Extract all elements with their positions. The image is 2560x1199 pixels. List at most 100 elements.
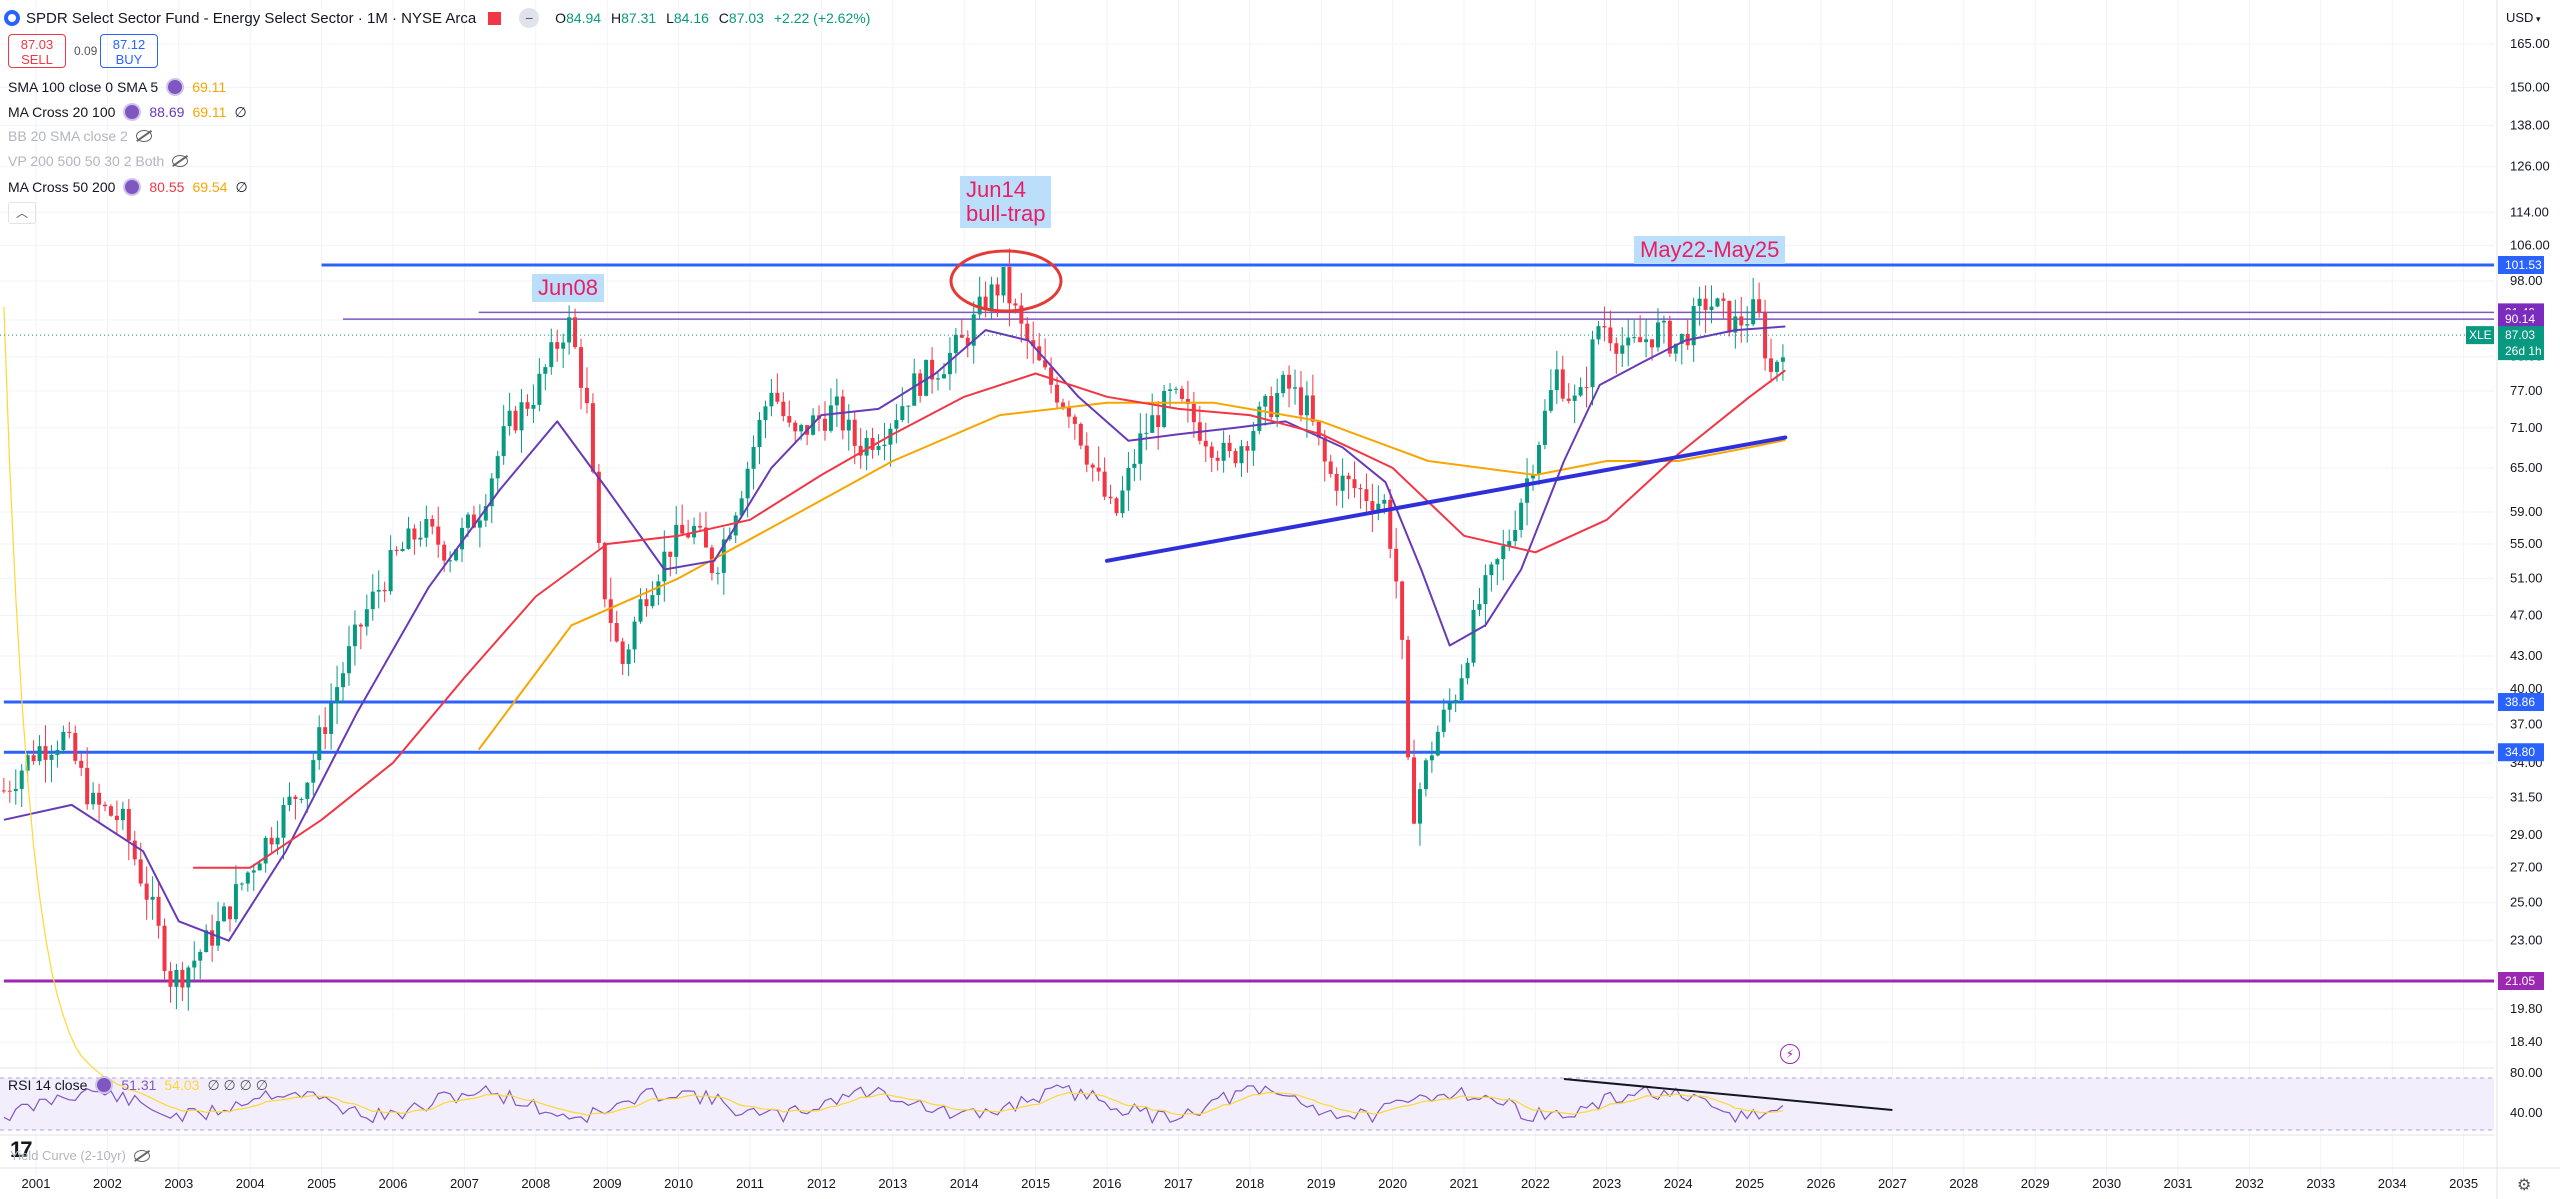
- eye-off-icon[interactable]: [135, 130, 152, 142]
- indicator-settings-icon[interactable]: [166, 78, 185, 96]
- candle-body: [186, 967, 191, 988]
- candle-body: [1733, 316, 1738, 333]
- candle-body: [1453, 700, 1458, 704]
- candlesticks: [1, 248, 1785, 1011]
- indicator-row[interactable]: VP 200 500 50 30 2 Both: [8, 153, 189, 169]
- lightning-icon[interactable]: ⚡: [1780, 1044, 1800, 1064]
- candle-body: [787, 416, 792, 423]
- indicator-value: 69.11: [192, 104, 227, 120]
- candle-body: [1614, 343, 1619, 354]
- candle-body: [150, 896, 155, 900]
- candle-body: [454, 549, 459, 561]
- candle-body: [715, 572, 720, 574]
- indicator-row[interactable]: BB 20 SMA close 2: [8, 128, 152, 144]
- collapse-legend-button[interactable]: ︿: [8, 202, 36, 224]
- candle-body: [799, 425, 804, 432]
- ma-line-ma-50[interactable]: [193, 369, 1786, 869]
- ohlc-values: O84.94 H87.31 L84.16 C87.03 +2.22 (+2.62…: [555, 10, 871, 26]
- price-tick: 29.00: [2510, 827, 2543, 842]
- gear-icon[interactable]: ⚙: [2517, 1177, 2532, 1194]
- candle-body: [924, 359, 929, 396]
- time-tick: 2013: [878, 1176, 907, 1191]
- candle-body: [918, 373, 923, 396]
- rsi-divergence-line[interactable]: [1563, 1078, 1893, 1111]
- ma-line-ma-20[interactable]: [3, 325, 1786, 942]
- tradingview-logo-icon[interactable]: 17: [10, 1137, 33, 1162]
- candle-body: [335, 687, 340, 704]
- minus-icon[interactable]: −: [519, 8, 540, 28]
- trend-line[interactable]: [1105, 435, 1788, 563]
- candle-body: [1638, 337, 1643, 343]
- candle-body: [965, 337, 970, 346]
- current-price-badge[interactable]: [2498, 326, 2544, 361]
- candle-body: [1388, 499, 1393, 549]
- candle-body: [1417, 789, 1422, 824]
- candle-body: [1763, 312, 1768, 359]
- price-level-badge[interactable]: [2498, 256, 2544, 274]
- time-tick: 2020: [1378, 1176, 1407, 1191]
- symbol-icon[interactable]: [4, 10, 20, 26]
- annotation-jun08[interactable]: Jun08: [532, 274, 604, 302]
- candle-body: [388, 550, 393, 592]
- eye-off-icon[interactable]: [172, 155, 189, 167]
- symbol-badge[interactable]: [2466, 326, 2494, 345]
- currency-selector[interactable]: USD: [2506, 10, 2540, 25]
- candle-body: [971, 314, 976, 346]
- price-level-badge[interactable]: [2498, 743, 2544, 762]
- candle-body: [1322, 437, 1327, 462]
- candle-body: [1090, 464, 1095, 468]
- candle-body: [281, 805, 286, 838]
- candle-body: [1483, 575, 1488, 605]
- eye-off-icon[interactable]: [133, 1149, 150, 1162]
- rsi-settings-icon[interactable]: [95, 1076, 114, 1094]
- candle-body: [1150, 415, 1155, 433]
- candle-body: [1757, 299, 1762, 313]
- price-level-badge[interactable]: [2498, 972, 2544, 990]
- candle-body: [1554, 369, 1559, 391]
- candle-body: [1626, 337, 1631, 346]
- annotation-may22-may25[interactable]: May22-May25: [1634, 236, 1786, 264]
- candle-body: [311, 760, 316, 783]
- indicator-value: 69.11: [192, 79, 227, 95]
- candle-body: [1667, 320, 1672, 354]
- indicator-row[interactable]: MA Cross 20 100 88.69 69.11 ∅: [8, 103, 247, 121]
- candle-body: [1441, 709, 1446, 732]
- indicator-settings-icon[interactable]: [123, 103, 142, 121]
- candle-body: [1727, 300, 1732, 333]
- candle-body: [608, 599, 613, 623]
- close-value: 87.03: [728, 10, 764, 26]
- price-level-badge[interactable]: [2498, 693, 2544, 712]
- candle-body: [251, 870, 256, 873]
- candle-body: [1519, 502, 1524, 531]
- price-tick: 126.00: [2510, 159, 2550, 174]
- candle-body: [1465, 662, 1470, 679]
- candle-body: [1049, 367, 1054, 385]
- candle-body: [1602, 326, 1607, 328]
- candle-body: [537, 373, 542, 405]
- price-tick: 114.00: [2510, 204, 2549, 219]
- time-tick: 2006: [379, 1176, 408, 1191]
- indicator-row[interactable]: SMA 100 close 0 SMA 5 69.11: [8, 78, 226, 96]
- annotation-jun14[interactable]: Jun14 bull-trap: [960, 176, 1052, 228]
- buy-button[interactable]: 87.12 BUY: [100, 34, 158, 68]
- price-tick: 31.50: [2510, 790, 2543, 805]
- sell-button[interactable]: 87.03 SELL: [8, 34, 66, 68]
- candle-body: [662, 551, 667, 582]
- indicator-settings-icon[interactable]: [123, 178, 142, 196]
- candle-body: [596, 471, 601, 543]
- candle-body: [822, 418, 827, 431]
- time-tick: 2028: [1949, 1176, 1978, 1191]
- candle-body: [287, 796, 292, 806]
- candle-body: [103, 804, 108, 807]
- candle-body: [1423, 760, 1428, 790]
- flag-icon[interactable]: [488, 11, 502, 25]
- candle-body: [1055, 384, 1060, 403]
- ma-line-sma-100[interactable]: [477, 401, 1786, 751]
- candle-body: [418, 537, 423, 540]
- time-tick: 2005: [307, 1176, 336, 1191]
- candle-body: [561, 342, 566, 349]
- indicator-row[interactable]: MA Cross 50 200 80.55 69.54 ∅: [8, 178, 248, 196]
- candle-body: [1364, 489, 1369, 502]
- price-level-badge[interactable]: [2498, 310, 2544, 329]
